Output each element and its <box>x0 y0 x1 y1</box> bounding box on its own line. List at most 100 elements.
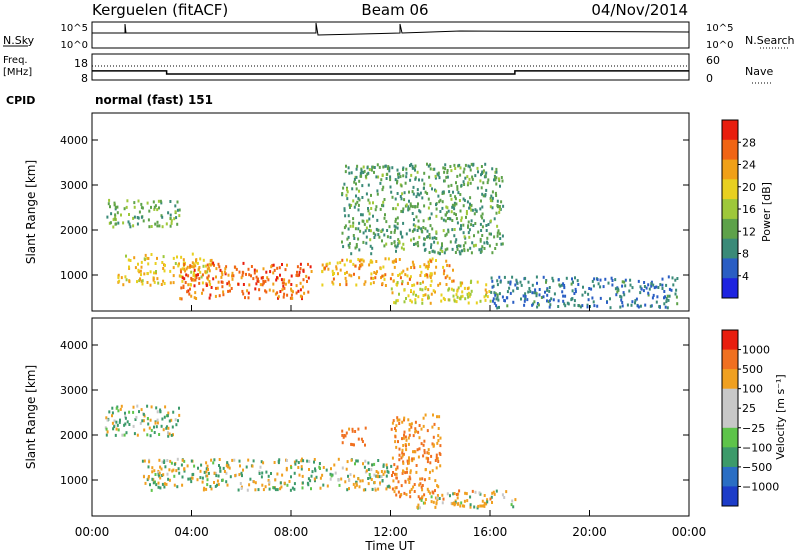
sky-left-label: N.Sky <box>3 34 35 47</box>
power-cell-4 <box>370 168 373 172</box>
power-cell-6 <box>652 293 655 297</box>
velocity-cell-2 <box>401 420 404 424</box>
velocity-cell-3 <box>491 491 494 495</box>
power-cell-4 <box>410 238 412 242</box>
velocity-cell-2 <box>426 487 429 491</box>
velocity-cell-1 <box>294 462 297 466</box>
velocity-cell-2 <box>435 466 438 470</box>
power-cell-6 <box>548 299 551 303</box>
power-cell-4 <box>346 188 348 192</box>
velocity-cell-1 <box>237 488 240 492</box>
power-cell-4 <box>387 165 390 169</box>
velocity-cell-0 <box>113 419 116 423</box>
freq-right-tick-top: 60 <box>706 54 720 67</box>
velocity-cell-0 <box>108 410 111 414</box>
power-cell-2 <box>395 258 397 262</box>
velocity-cell-1 <box>326 484 329 488</box>
power-cell-4 <box>447 184 450 188</box>
power-cell-0 <box>137 268 140 272</box>
x-tick-label: 20:00 <box>572 525 607 539</box>
velocity-cell-1 <box>279 487 282 491</box>
power-cell-2 <box>348 273 351 277</box>
velocity-cell-0 <box>115 406 118 410</box>
power-cell-1 <box>205 282 208 286</box>
power-cell-4 <box>470 162 473 166</box>
power-cell-4 <box>397 241 400 245</box>
velocity-cell-2 <box>414 450 417 454</box>
velocity-cell-0 <box>139 421 142 425</box>
colorbar-tick-label: −100 <box>742 441 772 454</box>
velocity-cell-0 <box>119 407 122 411</box>
power-cell-0 <box>192 265 195 269</box>
power-cell-5 <box>452 288 455 292</box>
power-cell-2 <box>446 263 449 267</box>
power-cell-4 <box>472 224 475 227</box>
power-cell-4 <box>376 218 379 222</box>
velocity-cell-3 <box>456 502 459 506</box>
power-cell-1 <box>253 271 256 275</box>
velocity-cell-3 <box>511 499 514 503</box>
velocity-cell-1 <box>219 469 222 473</box>
y-tick-label: 4000 <box>60 134 88 147</box>
power-cell-4 <box>480 229 483 232</box>
power-cell-5 <box>427 294 430 298</box>
velocity-cell-2 <box>393 463 396 467</box>
velocity-cell-1 <box>190 459 193 463</box>
power-cell-4 <box>413 228 416 232</box>
velocity-cell-2 <box>427 448 430 452</box>
power-cell-4 <box>423 242 426 246</box>
power-cell-4 <box>467 224 470 228</box>
power-cell-4 <box>445 205 448 209</box>
power-cell-2 <box>359 264 362 268</box>
power-cell-1 <box>303 291 306 295</box>
power-cell-4 <box>415 215 418 219</box>
power-cell-4 <box>374 233 377 237</box>
power-cell-4 <box>485 224 488 227</box>
power-cell-4 <box>429 216 431 220</box>
power-cell-1 <box>267 278 270 282</box>
velocity-cell-4 <box>342 435 345 439</box>
velocity-cell-2 <box>421 484 424 487</box>
colorbar-swatch <box>722 199 738 220</box>
power-cell-6 <box>643 285 646 288</box>
velocity-cell-1 <box>387 470 390 474</box>
velocity-cell-0 <box>172 433 174 437</box>
power-cell-1 <box>194 264 197 268</box>
power-cell-3 <box>157 199 160 203</box>
power-cell-4 <box>342 186 345 190</box>
sky-left-tick-top: 10^5 <box>61 23 88 34</box>
velocity-cell-2 <box>407 461 410 465</box>
power-cell-6 <box>536 305 539 309</box>
velocity-cell-2 <box>397 480 400 484</box>
power-cell-3 <box>123 207 126 211</box>
power-cell-6 <box>647 283 650 287</box>
velocity-cell-1 <box>319 467 321 470</box>
velocity-cell-2 <box>404 471 407 475</box>
velocity-cell-3 <box>510 503 513 507</box>
power-cell-4 <box>394 197 397 201</box>
velocity-cell-2 <box>437 485 440 489</box>
power-cell-4 <box>443 170 446 174</box>
power-cell-4 <box>365 241 368 245</box>
power-cell-0 <box>208 262 211 266</box>
power-cell-6 <box>670 288 673 292</box>
velocity-cell-1 <box>259 465 262 469</box>
velocity-cell-2 <box>436 484 439 488</box>
power-cell-4 <box>430 212 433 216</box>
velocity-cell-0 <box>115 420 118 424</box>
power-cell-4 <box>493 235 496 239</box>
power-cell-0 <box>169 281 172 285</box>
power-cell-4 <box>436 241 439 245</box>
power-cell-6 <box>622 291 625 295</box>
velocity-cell-1 <box>310 474 313 478</box>
velocity-cell-1 <box>386 466 389 470</box>
power-cell-6 <box>631 300 634 304</box>
power-cell-6 <box>542 295 545 299</box>
power-cell-4 <box>456 187 459 191</box>
velocity-cell-3 <box>492 490 495 494</box>
power-cell-4 <box>464 163 467 167</box>
velocity-cell-2 <box>424 498 427 501</box>
power-cell-0 <box>134 266 137 270</box>
velocity-cell-1 <box>359 479 362 483</box>
power-cell-4 <box>470 223 473 227</box>
